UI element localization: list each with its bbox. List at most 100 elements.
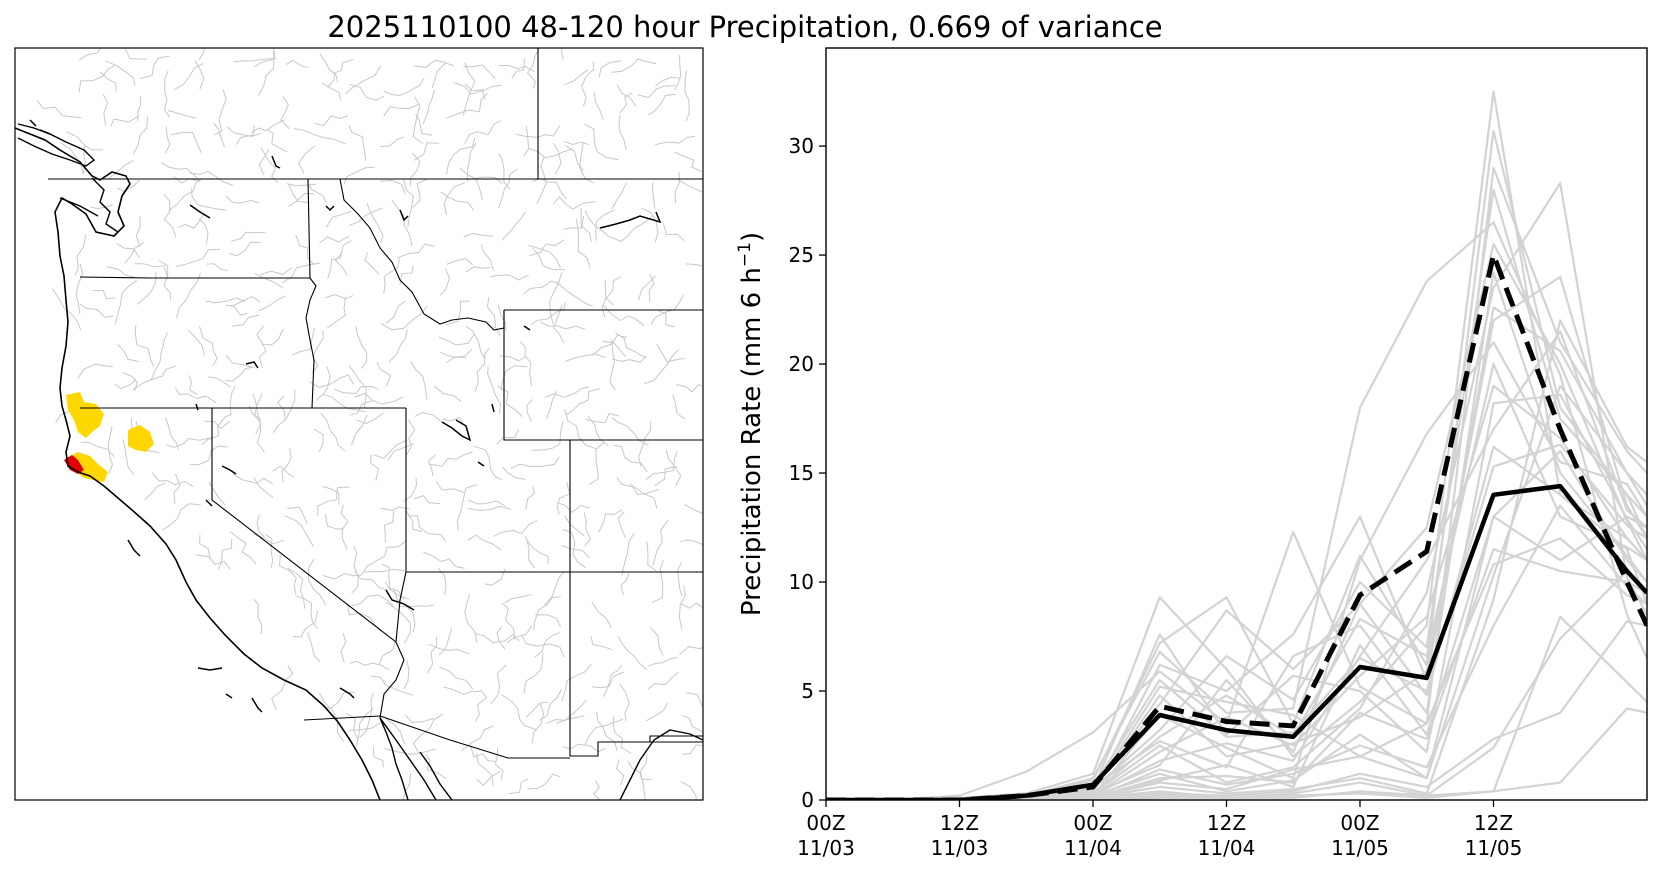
basin-line bbox=[349, 722, 381, 732]
basin-line bbox=[201, 413, 232, 446]
basin-line bbox=[532, 247, 566, 271]
basin-line bbox=[403, 659, 410, 690]
basin-line bbox=[385, 601, 411, 644]
basin-line bbox=[556, 481, 571, 515]
basin-line bbox=[324, 513, 344, 530]
basin-line bbox=[320, 412, 346, 452]
basin-line bbox=[426, 636, 438, 674]
basin-line bbox=[196, 554, 231, 570]
basin-line bbox=[545, 715, 585, 724]
baja-coast bbox=[379, 717, 453, 800]
basin-line bbox=[508, 778, 529, 795]
basin-line bbox=[498, 168, 518, 209]
basin-line bbox=[519, 341, 533, 386]
basin-line bbox=[205, 297, 246, 304]
basin-line bbox=[439, 268, 450, 296]
basin-line bbox=[474, 689, 488, 722]
basin-line bbox=[175, 272, 201, 319]
gulf-of-california bbox=[379, 717, 409, 800]
basin-line bbox=[105, 60, 136, 86]
basin-line bbox=[526, 48, 540, 89]
basin-line bbox=[556, 280, 593, 307]
basin-line bbox=[161, 162, 201, 182]
mean-series-layer bbox=[826, 483, 1647, 800]
basin-line bbox=[672, 394, 686, 420]
basin-line bbox=[324, 294, 354, 300]
basin-line bbox=[497, 303, 507, 331]
ensemble-member-line bbox=[826, 319, 1647, 800]
basin-line bbox=[553, 143, 562, 175]
basin-line bbox=[403, 477, 417, 502]
basin-line bbox=[232, 314, 260, 327]
basin-line bbox=[327, 240, 352, 279]
y-tick-label: 0 bbox=[801, 788, 814, 812]
basin-line bbox=[102, 94, 109, 125]
basin-line bbox=[587, 415, 609, 447]
highlight-basin-east bbox=[128, 425, 154, 452]
basin-line bbox=[619, 92, 633, 114]
basin-line bbox=[251, 119, 286, 134]
basin-line bbox=[619, 216, 653, 243]
basin-line bbox=[510, 456, 560, 469]
basin-line bbox=[204, 420, 231, 430]
basin-line bbox=[402, 773, 412, 800]
basin-line bbox=[680, 602, 703, 609]
basin-line bbox=[678, 585, 686, 629]
basin-line bbox=[393, 588, 416, 633]
basin-line bbox=[348, 125, 367, 162]
basin-line bbox=[347, 603, 382, 632]
basin-line bbox=[364, 252, 380, 275]
basin-line bbox=[647, 93, 676, 116]
highlight-basin-north bbox=[66, 392, 104, 438]
basin-line bbox=[178, 213, 205, 229]
ensemble-member-line bbox=[826, 548, 1647, 800]
y-tick-label: 25 bbox=[789, 243, 814, 267]
basin-line bbox=[618, 114, 627, 151]
basin-line bbox=[497, 386, 523, 417]
basin-line bbox=[165, 417, 179, 450]
basin-line bbox=[135, 216, 141, 248]
basin-line bbox=[590, 636, 613, 651]
basin-line bbox=[199, 326, 218, 366]
ensemble-member-line bbox=[826, 615, 1647, 800]
basin-line bbox=[585, 412, 620, 424]
x-tick-label-date: 11/05 bbox=[1331, 836, 1389, 860]
basin-line bbox=[136, 272, 157, 305]
basin-line bbox=[257, 51, 276, 96]
basin-line bbox=[100, 71, 117, 92]
basin-line bbox=[144, 482, 166, 500]
basin-line bbox=[490, 274, 529, 281]
basin-line bbox=[284, 515, 314, 548]
basin-line bbox=[124, 242, 145, 264]
basin-line bbox=[583, 512, 591, 547]
basin-line bbox=[397, 243, 435, 259]
basin-line bbox=[172, 176, 201, 184]
basin-line bbox=[676, 562, 683, 597]
basin-line bbox=[407, 515, 447, 542]
basin-line bbox=[191, 188, 226, 211]
basin-line bbox=[349, 83, 385, 101]
basin-line bbox=[650, 294, 685, 326]
basin-line bbox=[679, 646, 703, 655]
basin-line bbox=[684, 70, 690, 122]
basin-line bbox=[584, 210, 621, 242]
basin-line bbox=[553, 304, 565, 344]
mean-series-line bbox=[826, 483, 1647, 800]
y-tick-label: 15 bbox=[789, 461, 814, 485]
basin-line bbox=[588, 442, 605, 485]
x-tick-label-date: 11/03 bbox=[931, 836, 989, 860]
basin-line bbox=[565, 353, 606, 362]
x-tick-label-time: 00Z bbox=[1340, 811, 1379, 835]
basin-line bbox=[598, 509, 623, 533]
basin-line bbox=[627, 760, 652, 780]
puget-sound bbox=[59, 177, 119, 233]
basin-line bbox=[535, 614, 562, 628]
basin-line bbox=[596, 711, 618, 752]
ensemble-member-line bbox=[826, 363, 1647, 800]
basin-line bbox=[584, 123, 619, 161]
basin-line bbox=[413, 142, 440, 161]
basin-line bbox=[553, 196, 596, 210]
basin-line bbox=[591, 671, 625, 689]
basin-line bbox=[521, 634, 565, 658]
basin-line bbox=[164, 126, 171, 154]
